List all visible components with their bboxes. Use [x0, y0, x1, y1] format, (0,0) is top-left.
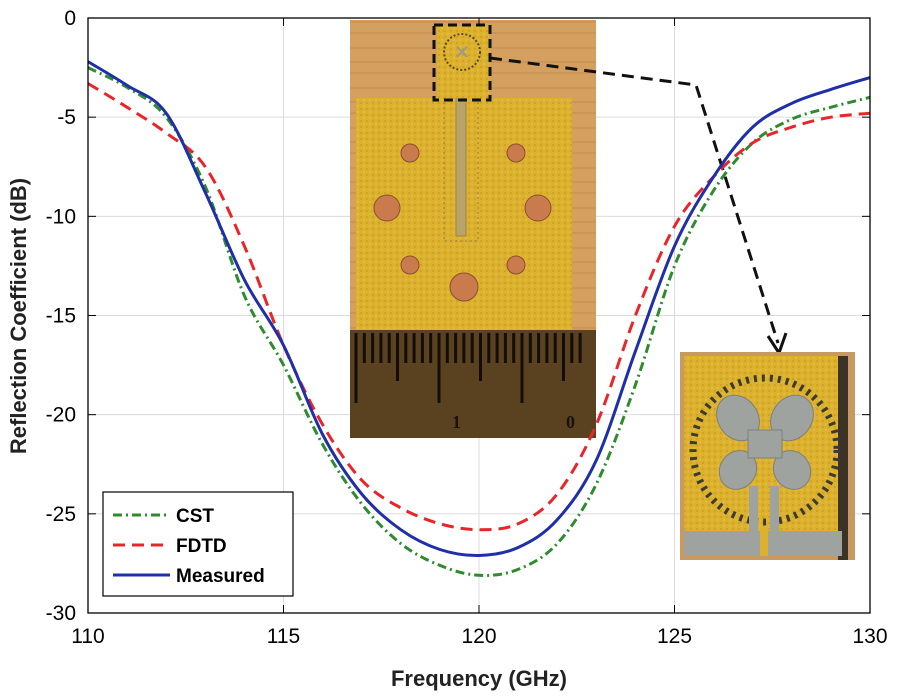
zoom-feed-line-left	[749, 486, 758, 536]
mounting-holes	[373, 143, 552, 302]
x-axis-title: Frequency (GHz)	[391, 666, 567, 691]
antenna-ring-small	[443, 33, 481, 71]
zoom-edge-shadow	[838, 356, 848, 560]
y-tick-label: -10	[46, 205, 76, 228]
series-line-cst	[88, 66, 870, 577]
x-tick-label: 130	[852, 625, 887, 648]
zoom-feed-line-right	[770, 486, 779, 536]
x-tick-label: 125	[657, 625, 692, 648]
axis-ticks: 110 115 120 125 130 0 -5 -10 -15 -20 -25 -30	[46, 7, 888, 648]
y-axis-title: Reflection Coefficient (dB)	[6, 178, 31, 454]
y-tick-label: -30	[46, 602, 76, 625]
feed-line	[455, 95, 467, 237]
y-tick-label: 0	[64, 7, 76, 30]
zoom-clover-patch	[716, 394, 814, 490]
zoom-center-gap	[760, 528, 768, 556]
y-tick-label: -15	[46, 305, 76, 328]
antenna-patch-small	[437, 26, 489, 98]
legend-label-fdtd: FDTD	[176, 536, 227, 557]
x-tick-label: 115	[267, 625, 300, 648]
antenna-zoom-inset	[680, 352, 855, 560]
legend-label-measured: Measured	[176, 566, 265, 587]
y-tick-label: -5	[57, 106, 76, 129]
x-tick-label: 120	[461, 625, 496, 648]
zoom-selection-box	[432, 23, 492, 102]
series-line-fdtd	[88, 82, 870, 532]
y-tick-label: -25	[46, 503, 76, 526]
legend: CST FDTD Measured	[102, 491, 294, 597]
legend-label-cst: CST	[176, 506, 214, 527]
ruler-number-0: 0	[566, 412, 575, 432]
series-lines	[88, 60, 870, 577]
antenna-photo-inset: ✕ 1 0	[350, 20, 596, 438]
series-line-measured	[88, 60, 870, 558]
x-tick-label: 110	[71, 625, 104, 648]
y-tick-label: -20	[46, 404, 76, 427]
zoom-callout-arrow	[489, 56, 780, 344]
ruler-ticks	[354, 333, 582, 403]
antenna-clover-small: ✕	[454, 40, 471, 64]
zoom-via-ring	[689, 374, 841, 526]
ruler-number-1: 1	[452, 412, 461, 432]
